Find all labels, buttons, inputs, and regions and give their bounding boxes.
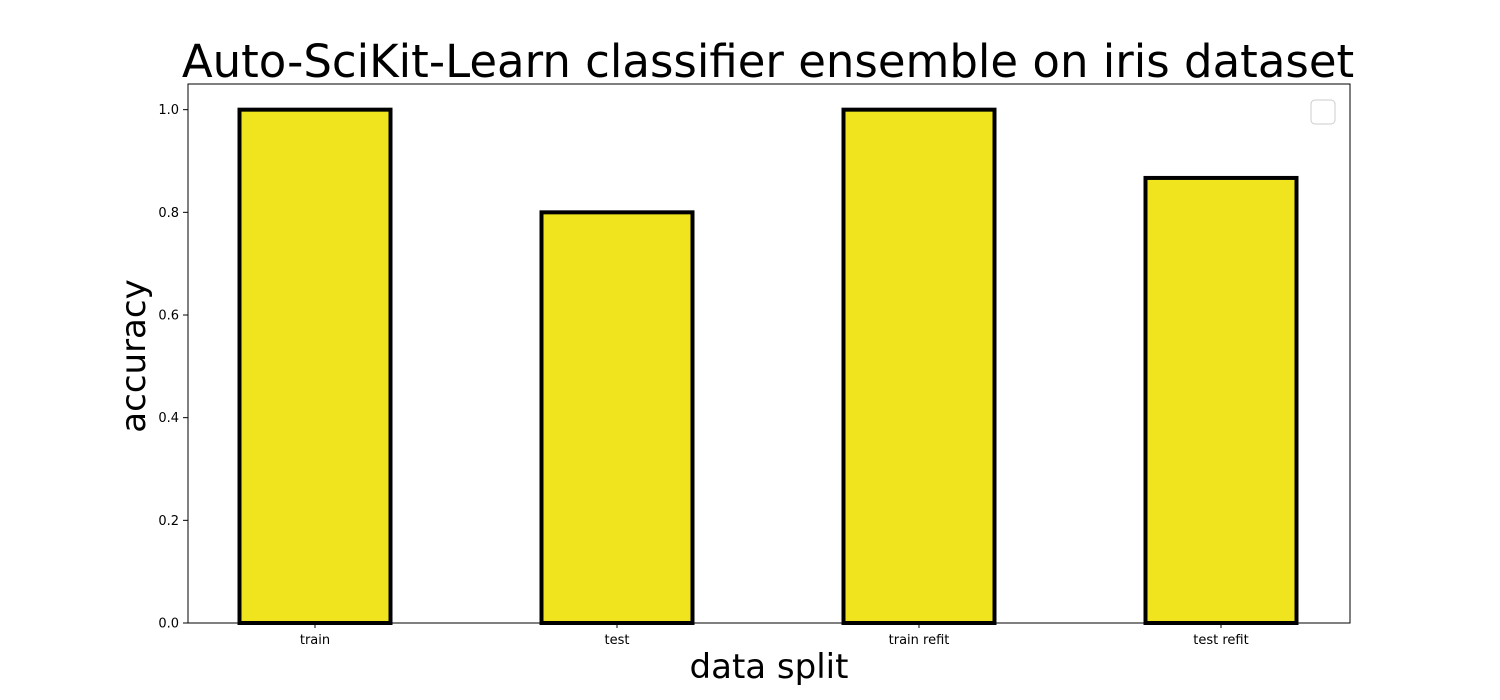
plot-area-frame bbox=[187, 83, 1351, 624]
y-tick-label: 0.0 bbox=[158, 617, 179, 632]
x-tick-label: test bbox=[605, 633, 630, 648]
bars-layer bbox=[237, 107, 1299, 625]
chart-title: Auto-SciKit-Learn classifier ensemble on… bbox=[182, 35, 1354, 88]
bar-train bbox=[237, 107, 393, 625]
bar-train-refit bbox=[841, 107, 997, 625]
y-tick-label: 0.6 bbox=[158, 309, 179, 324]
bar-test-refit bbox=[1143, 175, 1299, 625]
y-tick-label: 0.4 bbox=[158, 411, 179, 426]
y-axis-label: accuracy bbox=[114, 279, 154, 432]
y-tick-label: 0.8 bbox=[158, 206, 179, 221]
bar-test bbox=[539, 210, 695, 625]
x-tick-label: train refit bbox=[889, 633, 950, 648]
y-tick-label: 0.2 bbox=[158, 514, 179, 529]
x-tick-label: train bbox=[300, 633, 330, 648]
x-axis-label: data split bbox=[690, 647, 849, 687]
legend-box[interactable] bbox=[1310, 99, 1336, 125]
ticks-layer: train test train refit test refit 0.0 0.2 0.4 0… bbox=[158, 103, 1248, 648]
x-tick-label: test refit bbox=[1193, 633, 1248, 648]
y-tick-label: 1.0 bbox=[158, 103, 179, 118]
